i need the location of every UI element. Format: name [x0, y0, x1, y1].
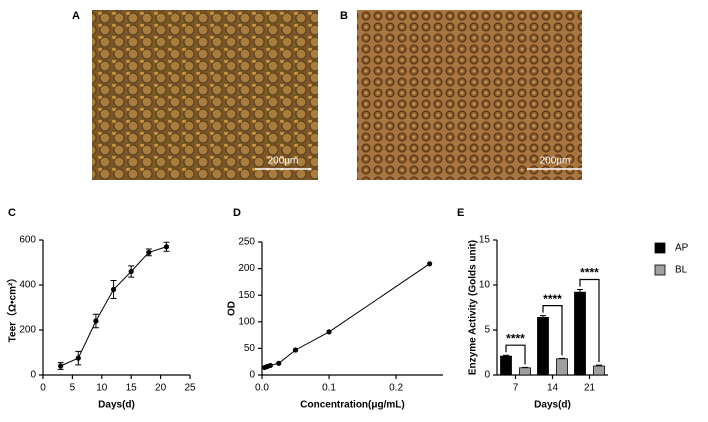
- x-tick-label: 21: [584, 383, 596, 394]
- y-tick-label: 600: [19, 235, 36, 246]
- marker: [427, 261, 432, 266]
- y-tick-label: 0: [30, 370, 36, 381]
- annotation: ****: [543, 292, 562, 306]
- x-tick-label: 0.0: [255, 383, 269, 394]
- x-tick-label: 14: [547, 383, 559, 394]
- panel-label: C: [8, 207, 16, 219]
- legend-label: BL: [675, 265, 688, 276]
- y-tick-label: 0: [249, 370, 255, 381]
- bar: [575, 292, 586, 375]
- y-axis-label: OD: [227, 301, 238, 316]
- x-axis-label: Days(d): [534, 400, 571, 411]
- annotation: ****: [580, 266, 599, 280]
- x-tick-label: 10: [96, 383, 108, 394]
- marker: [276, 361, 281, 366]
- marker: [93, 318, 98, 323]
- legend-swatch: [655, 243, 665, 253]
- marker: [293, 347, 298, 352]
- x-tick-label: 0.1: [322, 383, 336, 394]
- y-tick-label: 15: [479, 235, 491, 246]
- micrograph-tint: [92, 10, 318, 180]
- y-tick-label: 150: [238, 290, 255, 301]
- x-tick-label: 20: [155, 383, 167, 394]
- marker: [326, 329, 331, 334]
- scale-bar-label: 200μm: [268, 156, 299, 167]
- annotation: ****: [506, 331, 525, 345]
- bar: [520, 368, 531, 375]
- panel-label: D: [233, 207, 241, 219]
- marker: [76, 356, 81, 361]
- y-axis-label: Enzyme Activity (Golds unit): [468, 240, 479, 375]
- marker: [146, 250, 151, 255]
- marker: [164, 244, 169, 249]
- bar: [594, 366, 605, 375]
- legend-label: AP: [675, 243, 689, 254]
- error-bar: [577, 290, 583, 293]
- x-tick-label: 7: [513, 383, 519, 394]
- y-tick-label: 5: [484, 325, 490, 336]
- bar: [501, 356, 512, 375]
- scale-bar-label: 200μm: [540, 156, 571, 167]
- line: [265, 264, 430, 368]
- y-tick-label: 400: [19, 280, 36, 291]
- y-tick-label: 0: [484, 370, 490, 381]
- y-tick-label: 50: [244, 343, 256, 354]
- x-tick-label: 5: [70, 383, 76, 394]
- y-tick-label: 10: [479, 280, 491, 291]
- bar: [538, 317, 549, 375]
- marker: [268, 363, 273, 368]
- line: [61, 247, 167, 366]
- x-tick-label: 0: [40, 383, 46, 394]
- x-axis-label: Days(d): [98, 400, 135, 411]
- x-tick-label: 25: [184, 383, 196, 394]
- legend-swatch: [655, 265, 665, 275]
- marker: [111, 287, 116, 292]
- y-tick-label: 200: [19, 325, 36, 336]
- x-tick-label: 0.2: [389, 383, 403, 394]
- marker: [58, 363, 63, 368]
- panel-label: B: [340, 10, 348, 22]
- panel-label: E: [457, 207, 464, 219]
- y-axis-label: Teer（Ω•cm²）: [6, 273, 19, 343]
- marker: [129, 269, 134, 274]
- panel-label: A: [72, 10, 80, 22]
- x-axis-label: Concentration(μg/mL): [300, 400, 404, 411]
- y-tick-label: 200: [238, 263, 255, 274]
- bar: [557, 359, 568, 375]
- x-tick-label: 15: [126, 383, 138, 394]
- y-tick-label: 250: [238, 237, 255, 248]
- micrograph: [357, 10, 582, 180]
- y-tick-label: 100: [238, 316, 255, 327]
